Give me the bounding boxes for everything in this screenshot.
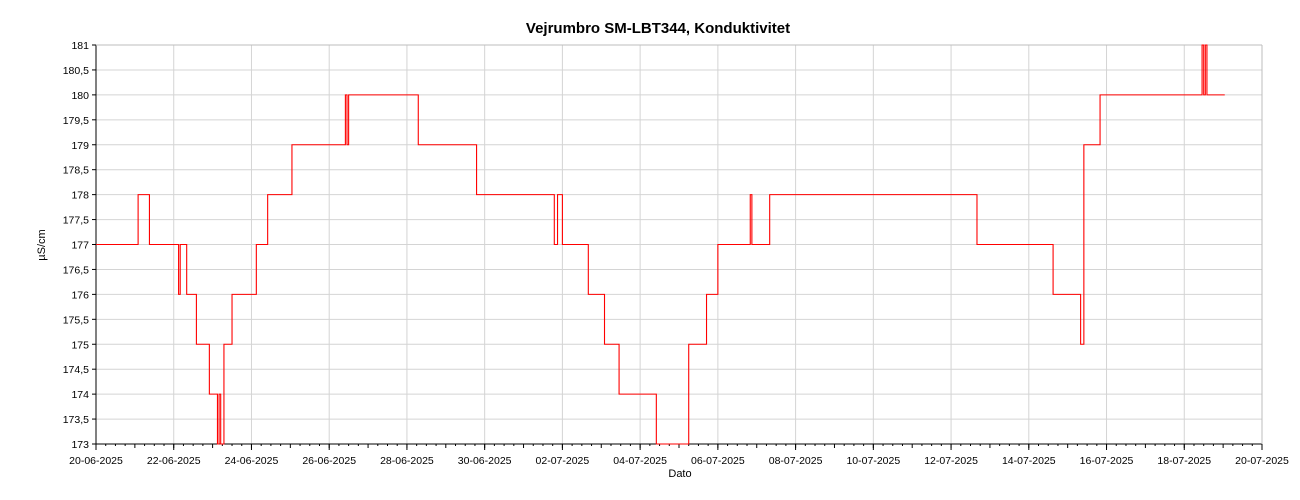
x-tick-label: 04-07-2025	[613, 455, 667, 467]
x-tick-label: 20-06-2025	[69, 455, 123, 467]
y-tick-label: 178,5	[63, 165, 89, 177]
x-tick-label: 26-06-2025	[302, 455, 356, 467]
y-tick-label: 178	[71, 190, 89, 202]
series-layer	[96, 44, 1225, 445]
y-tick-label: 174	[71, 389, 89, 401]
x-tick-label: 24-06-2025	[225, 455, 279, 467]
y-tick-label: 174,5	[63, 364, 89, 376]
y-tick-label: 179	[71, 140, 89, 152]
y-tick-label: 173	[71, 439, 89, 451]
series-line-konduktivitet	[96, 44, 1225, 445]
y-axis-label: µS/cm	[36, 229, 48, 260]
x-tick-label: 02-07-2025	[536, 455, 590, 467]
x-axis-label: Dato	[668, 468, 691, 480]
y-tick-label: 177,5	[63, 215, 89, 227]
x-tick-label: 10-07-2025	[846, 455, 900, 467]
y-tick-label: 176,5	[63, 264, 89, 276]
y-tick-label: 175,5	[63, 314, 89, 326]
x-tick-label: 08-07-2025	[769, 455, 823, 467]
x-tick-label: 30-06-2025	[458, 455, 512, 467]
x-tick-label: 28-06-2025	[380, 455, 434, 467]
chart-title: Vejrumbro SM-LBT344, Konduktivitet	[525, 20, 791, 37]
y-tick-label: 177	[71, 240, 89, 252]
y-tick-label: 180,5	[63, 65, 89, 77]
tick-label-layer: 173 173,5 174 174,5 175 175,5 176 176,5 177 177,5…	[63, 40, 1289, 467]
y-tick-label: 176	[71, 289, 89, 301]
y-tick-label: 173,5	[63, 414, 89, 426]
x-tick-label: 16-07-2025	[1080, 455, 1134, 467]
x-tick-label: 06-07-2025	[691, 455, 745, 467]
y-tick-label: 175	[71, 339, 89, 351]
grid-layer	[95, 44, 1263, 445]
y-tick-label: 181	[71, 40, 89, 52]
y-tick-label: 180	[71, 90, 89, 102]
x-tick-label: 22-06-2025	[147, 455, 201, 467]
x-tick-label: 20-07-2025	[1235, 455, 1289, 467]
y-tick-label: 179,5	[63, 115, 89, 127]
x-tick-label: 14-07-2025	[1002, 455, 1056, 467]
x-tick-label: 18-07-2025	[1157, 455, 1211, 467]
x-tick-label: 12-07-2025	[924, 455, 978, 467]
